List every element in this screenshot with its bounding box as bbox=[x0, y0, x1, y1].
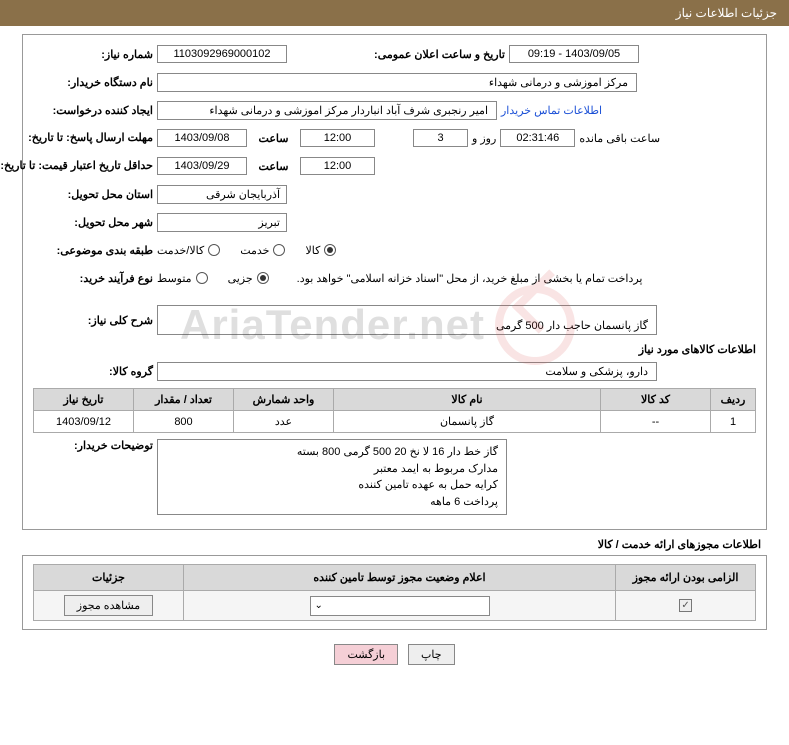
th-name: نام کالا bbox=[334, 389, 601, 411]
th-status: اعلام وضعیت مجوز توسط تامین کننده bbox=[184, 565, 616, 591]
buyer-note-line: مدارک مربوط به ایمد معتبر bbox=[166, 461, 498, 478]
category-label: طبقه بندی موضوعی: bbox=[33, 244, 153, 257]
main-panel: شماره نیاز: 1103092969000102 تاریخ و ساع… bbox=[22, 34, 767, 530]
creator-label: ایجاد کننده درخواست: bbox=[33, 104, 153, 117]
group-value: دارو، پزشکی و سلامت bbox=[157, 362, 657, 381]
time-label-2: ساعت bbox=[251, 160, 296, 173]
td-status: ⌄ bbox=[184, 591, 616, 621]
permissions-title: اطلاعات مجوزهای ارائه خدمت / کالا bbox=[0, 538, 761, 551]
overview-label: شرح کلی نیاز: bbox=[33, 314, 153, 327]
radio-both[interactable]: کالا/خدمت bbox=[157, 244, 220, 257]
radio-medium[interactable]: متوسط bbox=[157, 272, 208, 285]
th-qty: تعداد / مقدار bbox=[134, 389, 234, 411]
table-header-row: ردیف کد کالا نام کالا واحد شمارش تعداد /… bbox=[34, 389, 756, 411]
deadline-reply-label: مهلت ارسال پاسخ: تا تاریخ: bbox=[33, 131, 153, 145]
validity-label: حداقل تاریخ اعتبار قیمت: تا تاریخ: bbox=[33, 159, 153, 173]
th-mandatory: الزامی بودن ارائه مجوز bbox=[616, 565, 756, 591]
print-button[interactable]: چاپ bbox=[408, 644, 455, 665]
perm-row: ✓ ⌄ مشاهده مجوز bbox=[34, 591, 756, 621]
radio-dot-icon bbox=[257, 272, 269, 284]
deadline-reply-time: 12:00 bbox=[300, 129, 375, 147]
radio-dot-icon bbox=[324, 244, 336, 256]
buyer-note-line: پرداخت 6 ماهه bbox=[166, 494, 498, 511]
radio-partial[interactable]: جزیی bbox=[228, 272, 269, 285]
radio-service[interactable]: خدمت bbox=[240, 244, 285, 257]
need-no-value: 1103092969000102 bbox=[157, 45, 287, 63]
page-title: جزئیات اطلاعات نیاز bbox=[676, 6, 777, 20]
td-details: مشاهده مجوز bbox=[34, 591, 184, 621]
category-radio-group: کالا خدمت کالا/خدمت bbox=[157, 244, 336, 257]
permissions-table: الزامی بودن ارائه مجوز اعلام وضعیت مجوز … bbox=[33, 564, 756, 621]
radio-dot-icon bbox=[208, 244, 220, 256]
td-name: گاز پانسمان bbox=[334, 411, 601, 433]
th-code: کد کالا bbox=[601, 389, 711, 411]
perm-header-row: الزامی بودن ارائه مجوز اعلام وضعیت مجوز … bbox=[34, 565, 756, 591]
buyer-notes-box: گاز خط دار 16 لا نخ 20 500 گرمی 800 بسته… bbox=[157, 439, 507, 515]
org-value: مرکز اموزشی و درمانی شهداء bbox=[157, 73, 637, 92]
countdown-time: 02:31:46 bbox=[500, 129, 575, 147]
announce-value: 1403/09/05 - 09:19 bbox=[509, 45, 639, 63]
group-label: گروه کالا: bbox=[33, 365, 153, 378]
treasury-note: پرداخت تمام یا بخشی از مبلغ خرید، از محل… bbox=[297, 272, 643, 285]
td-unit: عدد bbox=[234, 411, 334, 433]
td-qty: 800 bbox=[134, 411, 234, 433]
td-date: 1403/09/12 bbox=[34, 411, 134, 433]
buyer-contact-link[interactable]: اطلاعات تماس خریدار bbox=[501, 104, 602, 117]
radio-dot-icon bbox=[273, 244, 285, 256]
days-remaining: 3 bbox=[413, 129, 468, 147]
buyer-note-line: گاز خط دار 16 لا نخ 20 500 گرمی 800 بسته bbox=[166, 444, 498, 461]
permissions-panel: الزامی بودن ارائه مجوز اعلام وضعیت مجوز … bbox=[22, 555, 767, 630]
need-no-label: شماره نیاز: bbox=[33, 48, 153, 61]
days-and-label: روز و bbox=[472, 132, 496, 145]
table-row: 1 -- گاز پانسمان عدد 800 1403/09/12 bbox=[34, 411, 756, 433]
th-date: تاریخ نیاز bbox=[34, 389, 134, 411]
footer-buttons: چاپ بازگشت bbox=[0, 638, 789, 675]
radio-goods[interactable]: کالا bbox=[305, 244, 336, 257]
mandatory-checkbox[interactable]: ✓ bbox=[679, 599, 692, 612]
status-select[interactable]: ⌄ bbox=[310, 596, 490, 616]
deadline-reply-date: 1403/09/08 bbox=[157, 129, 247, 147]
goods-info-title: اطلاعات کالاهای مورد نیاز bbox=[33, 343, 756, 356]
remain-label: ساعت باقی مانده bbox=[579, 132, 660, 145]
th-details: جزئیات bbox=[34, 565, 184, 591]
td-row: 1 bbox=[711, 411, 756, 433]
time-label-1: ساعت bbox=[251, 132, 296, 145]
buyer-note-line: کرایه حمل به عهده تامین کننده bbox=[166, 477, 498, 494]
process-label: نوع فرآیند خرید: bbox=[33, 272, 153, 285]
chevron-down-icon: ⌄ bbox=[315, 600, 323, 611]
buyer-notes-label: توضیحات خریدار: bbox=[33, 439, 153, 452]
goods-table: ردیف کد کالا نام کالا واحد شمارش تعداد /… bbox=[33, 388, 756, 433]
province-value: آذربایجان شرقی bbox=[157, 185, 287, 204]
overview-value: گاز پانسمان حاجب دار 500 گرمی bbox=[157, 305, 657, 335]
city-value: تبریز bbox=[157, 213, 287, 232]
city-label: شهر محل تحویل: bbox=[33, 216, 153, 229]
page-header: جزئیات اطلاعات نیاز bbox=[0, 0, 789, 26]
back-button[interactable]: بازگشت bbox=[334, 644, 398, 665]
province-label: استان محل تحویل: bbox=[33, 188, 153, 201]
th-row: ردیف bbox=[711, 389, 756, 411]
process-radio-group: جزیی متوسط bbox=[157, 272, 269, 285]
view-permit-button[interactable]: مشاهده مجوز bbox=[64, 595, 153, 616]
validity-time: 12:00 bbox=[300, 157, 375, 175]
announce-label: تاریخ و ساعت اعلان عمومی: bbox=[355, 48, 505, 61]
creator-value: امیر رنجبری شرف آباد انباردار مرکز اموزش… bbox=[157, 101, 497, 120]
radio-dot-icon bbox=[196, 272, 208, 284]
validity-date: 1403/09/29 bbox=[157, 157, 247, 175]
td-code: -- bbox=[601, 411, 711, 433]
org-label: نام دستگاه خریدار: bbox=[33, 76, 153, 89]
th-unit: واحد شمارش bbox=[234, 389, 334, 411]
td-mandatory: ✓ bbox=[616, 591, 756, 621]
